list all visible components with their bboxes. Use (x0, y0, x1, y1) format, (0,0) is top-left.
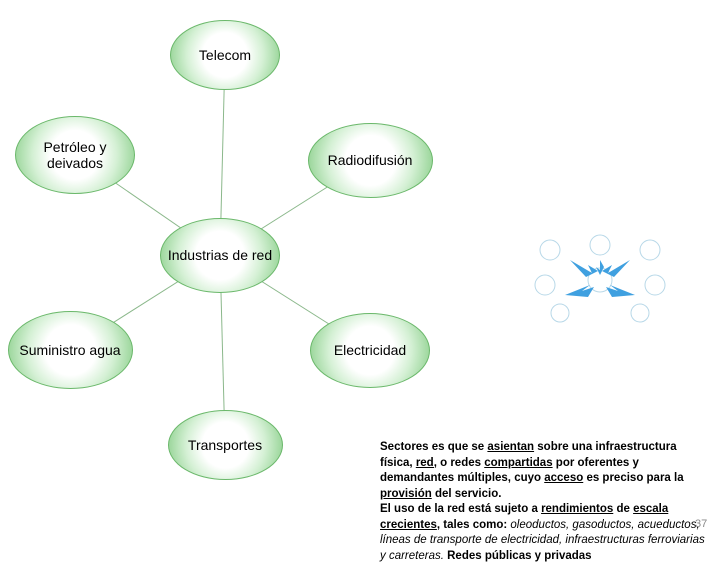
p-3a: El uso de la red está sujeto a (380, 503, 541, 515)
p-3d: escala (633, 503, 668, 515)
p-5: Redes públicas y privadas (444, 550, 592, 562)
p-1d: red, (416, 457, 437, 469)
p-2e: es preciso para la (583, 472, 683, 484)
node-elec: Electricidad (310, 313, 430, 388)
p-3b: rendimientos (541, 503, 613, 515)
p-2d: acceso (544, 472, 583, 484)
p-1a: Sectores es que se (380, 441, 487, 453)
node-center: Industrias de red (160, 218, 280, 293)
p-3f: crecientes (380, 519, 437, 531)
p-3g: , tales como: (437, 519, 511, 531)
p-2f: provisión (380, 488, 432, 500)
p-2b: compartidas (484, 457, 552, 469)
p-2g: del servicio. (432, 488, 502, 500)
node-radio: Radiodifusión (308, 123, 433, 198)
description-paragraph: Sectores es que se asientan sobre una in… (380, 440, 710, 564)
node-telecom: Telecom (170, 20, 280, 90)
p-1b: asientan (487, 441, 534, 453)
network-illustration (520, 225, 680, 325)
p-2a: o redes (437, 457, 484, 469)
p-3c: de (613, 503, 633, 515)
node-sumin: Suministro agua (8, 311, 133, 389)
node-petro: Petróleo y deivados (15, 116, 135, 194)
node-trans: Transportes (168, 410, 283, 480)
page-number: 37 (695, 518, 707, 530)
